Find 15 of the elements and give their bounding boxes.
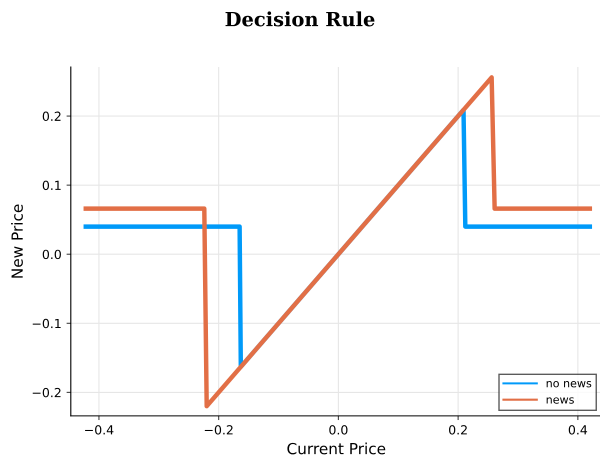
y-axis-title: New Price [11, 204, 23, 278]
x-tick-label: 0.0 [329, 425, 348, 435]
x-tick-label: −0.2 [204, 425, 233, 435]
y-tick-label: −0.1 [32, 318, 61, 328]
chart-title: Decision Rule [226, 11, 374, 26]
legend-label: news [546, 397, 574, 404]
y-tick-label: 0.1 [42, 180, 61, 190]
x-tick-label: 0.2 [449, 425, 467, 435]
legend-label: no news [546, 381, 592, 388]
y-tick-label: 0.2 [42, 112, 61, 122]
x-tick-label: 0.4 [568, 425, 588, 435]
y-tick-label: −0.2 [32, 388, 61, 398]
x-tick-label: −0.4 [85, 425, 114, 435]
x-axis-title: Current Price [287, 442, 386, 454]
y-tick-label: 0.0 [42, 250, 61, 260]
